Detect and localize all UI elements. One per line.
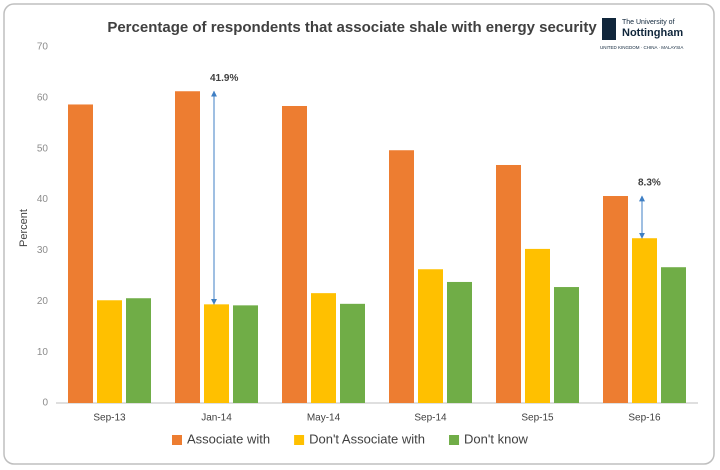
bar	[554, 287, 579, 403]
y-tick-label: 30	[37, 245, 49, 256]
legend-swatch	[172, 435, 182, 445]
bar	[204, 304, 229, 403]
logo-crest	[602, 18, 616, 40]
bar	[282, 105, 307, 403]
legend-swatch	[449, 435, 460, 445]
logo: The University of Nottingham UNITED KING…	[600, 18, 683, 50]
legend-label: Don't know	[464, 431, 529, 446]
logo-line2: Nottingham	[622, 27, 683, 39]
x-tick-label: Sep-14	[414, 413, 447, 424]
annotation-label: 41.9%	[210, 73, 238, 84]
x-tick-label: May-14	[307, 413, 341, 424]
x-tick-label: Jan-14	[201, 413, 232, 424]
legend-label: Don't Associate with	[309, 431, 425, 446]
logo-line1: The University of	[622, 19, 675, 26]
bar	[233, 305, 258, 403]
y-tick-label: 50	[37, 143, 49, 154]
x-tick-label: Sep-13	[93, 413, 126, 424]
bar	[97, 300, 122, 403]
bar	[340, 303, 365, 403]
logo-line3: UNITED KINGDOM · CHINA · MALAYSIA	[600, 45, 683, 50]
bar	[661, 267, 686, 403]
y-tick-label: 40	[37, 194, 49, 205]
y-tick-label: 70	[37, 42, 49, 53]
y-tick-label: 60	[37, 92, 49, 103]
legend-label: Associate with	[187, 431, 270, 446]
y-axis-label: Percent	[18, 209, 30, 247]
y-tick-label: 0	[42, 398, 48, 409]
bar	[311, 293, 336, 403]
bar	[175, 91, 200, 403]
bar	[68, 104, 93, 404]
bar	[126, 298, 151, 403]
y-tick-label: 20	[37, 296, 49, 307]
legend-swatch	[294, 435, 305, 445]
bar	[525, 248, 550, 403]
bar	[603, 196, 628, 403]
bar	[496, 164, 521, 403]
bar	[389, 150, 414, 403]
bar	[418, 269, 443, 403]
chart-title: Percentage of respondents that associate…	[107, 19, 597, 36]
x-tick-label: Sep-15	[521, 413, 554, 424]
x-tick-label: Sep-16	[628, 413, 661, 424]
y-tick-label: 10	[37, 347, 49, 358]
annotation-label: 8.3%	[638, 178, 661, 189]
bar	[632, 238, 657, 403]
bar	[447, 281, 472, 403]
